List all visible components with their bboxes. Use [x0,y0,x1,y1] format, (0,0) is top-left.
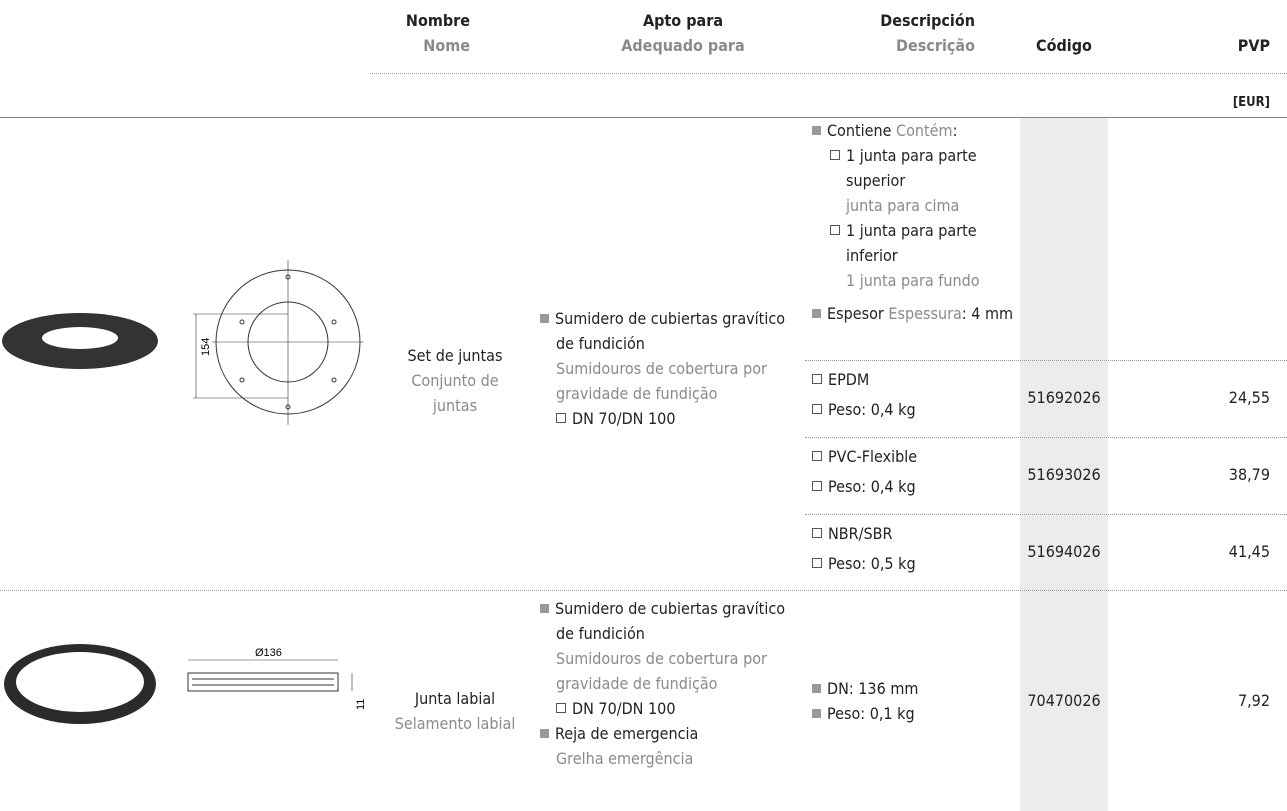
divider [805,514,1287,515]
name-es: Junta labial [414,689,496,708]
divider [0,117,1287,118]
dimension-label: 154 [200,338,212,356]
suitable-item: Sumidero de cubiertas gravítico de fundi… [540,306,800,356]
product-name: Junta labial Selamento labial [380,686,530,736]
divider [370,73,1287,74]
text: Contiene [827,121,892,140]
text: junta para cima [846,196,960,215]
price: 38,79 [1228,465,1270,484]
variant-line: EPDM [812,367,1012,392]
variant-line: PVC-Flexible [812,444,1012,469]
text: Peso: 0,4 kg [828,477,916,496]
product-drawing: Ø136 11 [4,644,367,724]
text: Sumidero de cubiertas gravítico de fundi… [555,309,786,353]
text: DN 70/DN 100 [572,409,676,428]
variant-desc: EPDM Peso: 0,4 kg [812,367,1012,422]
text: DN 70/DN 100 [572,699,676,718]
name-es: Set de juntas [407,346,503,365]
header-text: Descrição [896,36,975,55]
code-column-bg [1020,118,1108,811]
header-text: Adequado para [621,36,745,55]
variant-line: NBR/SBR [812,521,1012,546]
code: 51692026 [1027,388,1101,407]
name-pt: Selamento labial [394,714,516,733]
header-text: PVP [1237,36,1270,55]
code: 70470026 [1027,691,1101,710]
header-text: Apto para [642,11,724,30]
name-pt: Conjunto de juntas [411,371,499,415]
text: Grelha emergência [556,749,694,768]
text: Sumidouros de cobertura por gravidade de… [556,649,767,693]
variant-desc: NBR/SBR Peso: 0,5 kg [812,521,1012,576]
text: Espessura [888,304,962,323]
description: DN: 136 mm Peso: 0,1 kg [812,676,1017,726]
header-text: Nome [423,36,470,55]
text: Peso: 0,4 kg [828,400,916,419]
header-text: Nombre [405,11,470,30]
product-name: Set de juntas Conjunto de juntas [395,343,515,418]
text: Espesor [827,304,884,323]
suitable: Sumidero de cubiertas gravítico de fundi… [540,306,800,431]
text: Peso: 0,1 kg [827,704,915,723]
divider [0,590,1287,591]
text: : 4 mm [961,304,1014,323]
text: Peso: 0,5 kg [828,554,916,573]
text: : [952,121,958,140]
variant-desc: PVC-Flexible Peso: 0,4 kg [812,444,1012,499]
variant-line: Peso: 0,4 kg [812,397,1012,422]
dimension-label: Ø136 [255,647,282,659]
code: 51693026 [1027,465,1101,484]
text: NBR/SBR [828,524,893,543]
text: 1 junta para fundo [846,271,980,290]
description: Contiene Contém: 1 junta para parte supe… [812,118,1017,326]
header-desc: Descripción Descrição [800,8,975,58]
header-text: Descripción [880,11,975,30]
header-text: Código [1036,36,1092,55]
price: 24,55 [1228,388,1270,407]
header-suitable: Apto para Adequado para [583,8,783,58]
text: EPDM [828,370,870,389]
suitable: Sumidero de cubiertas gravítico de fundi… [540,596,800,771]
text: Reja de emergencia [555,724,699,743]
code: 51694026 [1027,542,1101,561]
divider [805,437,1287,438]
price: 41,45 [1228,542,1270,561]
variant-line: Peso: 0,5 kg [812,551,1012,576]
product-drawing: 154 [2,260,364,425]
text: 1 junta para parte superior [846,146,977,190]
text: Contém [896,121,953,140]
price: 7,92 [1237,691,1270,710]
text: Sumidero de cubiertas gravítico de fundi… [555,599,786,643]
text: DN: 136 mm [827,679,919,698]
text: 1 junta para parte inferior [846,221,977,265]
text: PVC-Flexible [828,447,918,466]
text: Sumidouros de cobertura por gravidade de… [556,359,767,403]
currency: [EUR] [1232,95,1270,110]
dimension-label: 11 [355,699,367,710]
divider [805,360,1287,361]
variant-line: Peso: 0,4 kg [812,474,1012,499]
header-name: Nombre Nome [380,8,470,58]
